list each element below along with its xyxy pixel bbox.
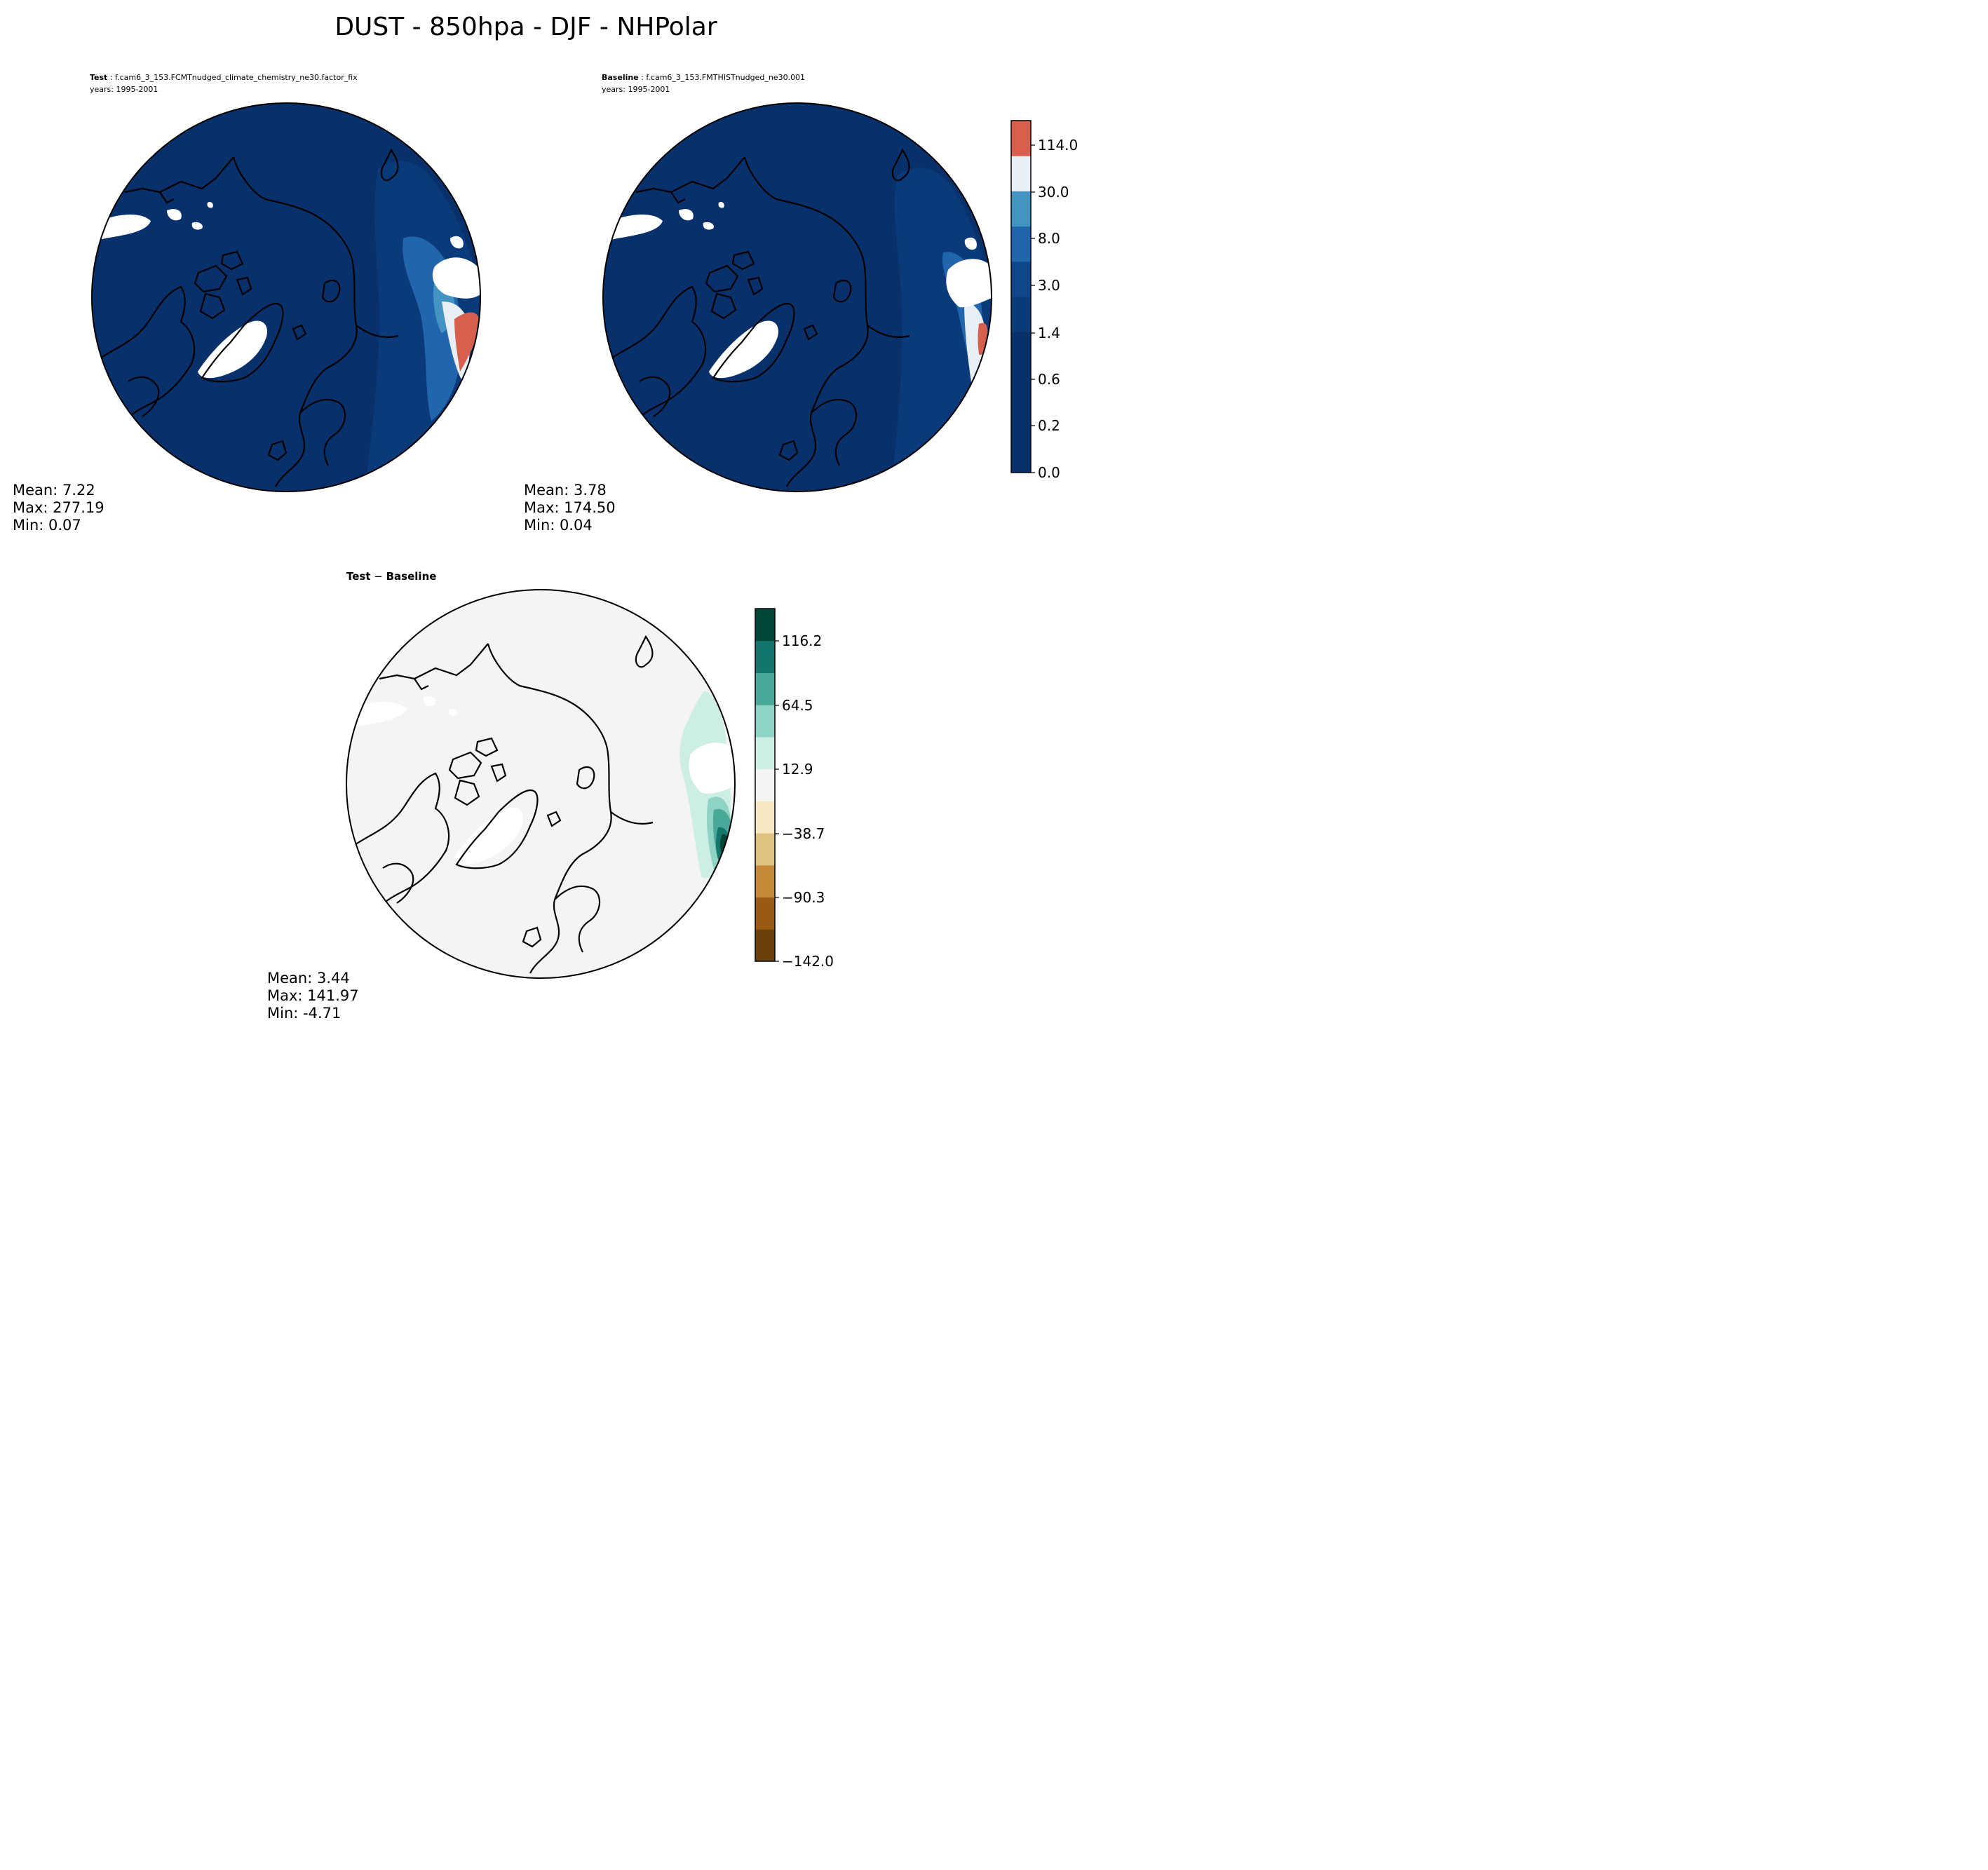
main-colorbar-tick-label: 1.4 <box>1038 325 1060 341</box>
diff-colorbar-swatch-8 <box>755 672 775 705</box>
main-colorbar-tick-label: 8.0 <box>1038 230 1060 247</box>
baseline-missing-greenland <box>709 320 778 379</box>
diff-colorbar-tick-label: 64.5 <box>782 697 813 714</box>
test-missing-spot-3 <box>207 201 213 208</box>
baseline-missing-tibet <box>946 259 992 308</box>
diff-label-test: Test <box>346 570 371 583</box>
test-stat-mean: Mean: 7.22 <box>13 482 95 499</box>
baseline-missing-spot-2 <box>703 222 714 230</box>
diff-colorbar-swatch-10 <box>755 609 775 642</box>
test-map <box>92 103 480 492</box>
baseline-map <box>603 103 992 492</box>
main-colorbar-tick-label: 0.2 <box>1038 417 1060 434</box>
baseline-contour-band-114 <box>978 323 988 355</box>
diff-missing-greenland <box>454 807 523 865</box>
main-colorbar-tick-label: 0.6 <box>1038 371 1060 388</box>
main-colorbar-frame <box>1010 120 1032 473</box>
diff-stat-max: Max: 141.97 <box>267 987 359 1004</box>
baseline-missing-spot-3 <box>718 201 724 208</box>
baseline-case-name: : f.cam6_3_153.FMTHISTnudged_ne30.001 <box>639 73 805 82</box>
diff-colorbar-tick-label: −90.3 <box>782 889 825 906</box>
diff-colorbar-swatch-0 <box>755 929 775 962</box>
main-colorbar: 0.0 0.2 0.6 1.4 3.0 8.0 30.0 114.0 <box>1010 120 1078 481</box>
main-colorbar-swatch-0 <box>1011 437 1031 473</box>
baseline-stat-min: Min: 0.04 <box>524 517 593 534</box>
diff-colorbar-tick-label: 12.9 <box>782 761 813 778</box>
main-colorbar-swatch-2 <box>1011 367 1031 403</box>
diff-colorbar-frame <box>755 608 776 962</box>
baseline-map-border <box>602 102 992 492</box>
diff-colorbar-swatch-3 <box>755 833 775 866</box>
baseline-years: years: 1995-2001 <box>602 85 670 94</box>
diff-missing-spot-1 <box>423 696 435 706</box>
main-colorbar-swatch-9 <box>1011 121 1031 156</box>
test-case-name: : f.cam6_3_153.FCMTnudged_climate_chemis… <box>107 73 358 82</box>
diff-colorbar-swatch-7 <box>755 705 775 738</box>
baseline-missing-spot-1 <box>679 209 694 221</box>
diff-colorbar-swatch-4 <box>755 801 775 834</box>
diff-stat-mean: Mean: 3.44 <box>267 970 350 987</box>
main-colorbar-tick-label: 114.0 <box>1038 137 1078 154</box>
test-panel: Test : f.cam6_3_153.FCMTnudged_climate_c… <box>13 73 481 534</box>
main-colorbar-swatch-8 <box>1011 156 1031 191</box>
main-colorbar-swatch-6 <box>1011 226 1031 262</box>
diff-colorbar-swatch-5 <box>755 768 775 801</box>
diff-map-background <box>346 590 735 978</box>
baseline-panel: Baseline : f.cam6_3_153.FMTHISTnudged_ne… <box>524 73 992 534</box>
test-missing-tibet <box>432 257 480 299</box>
baseline-stat-mean: Mean: 3.78 <box>524 482 607 499</box>
figure: DUST - 850hpa - DJF - NHPolar Test : f.c… <box>13 13 1078 1022</box>
diff-colorbar-swatch-2 <box>755 865 775 898</box>
diff-label-minus: − <box>371 570 386 583</box>
figure-title: DUST - 850hpa - DJF - NHPolar <box>334 13 717 41</box>
diff-colorbar-swatch-6 <box>755 736 775 770</box>
test-stat-min: Min: 0.07 <box>13 517 81 534</box>
diff-stat-min: Min: -4.71 <box>267 1005 341 1022</box>
test-stat-max: Max: 277.19 <box>13 499 104 516</box>
baseline-panel-header: Baseline : f.cam6_3_153.FMTHISTnudged_ne… <box>602 73 805 82</box>
diff-colorbar-tick-label: −142.0 <box>782 953 834 970</box>
diff-map <box>346 590 735 978</box>
test-missing-spot-2 <box>191 222 203 230</box>
diff-label-baseline: Baseline <box>386 570 437 583</box>
main-colorbar-swatch-3 <box>1011 332 1031 367</box>
test-missing-spot-1 <box>167 209 182 221</box>
diff-colorbar-swatch-9 <box>755 640 775 673</box>
test-map-border <box>91 102 481 492</box>
test-years: years: 1995-2001 <box>90 85 158 94</box>
baseline-stat-max: Max: 174.50 <box>524 499 616 516</box>
test-contour-band-114 <box>454 312 480 372</box>
test-missing-greenland <box>198 320 267 379</box>
test-missing-tibet-spot <box>450 236 464 249</box>
diff-panel: Test − Baseline Mean: 3.44 Max: 141.97 M… <box>267 570 736 1022</box>
diff-colorbar-tick-label: 116.2 <box>782 632 822 649</box>
diff-colorbar-tick-label: −38.7 <box>782 825 825 842</box>
main-colorbar-swatch-5 <box>1011 261 1031 297</box>
main-colorbar-swatch-7 <box>1011 191 1031 227</box>
diff-map-border <box>346 589 736 979</box>
diff-missing-tibet <box>689 743 735 794</box>
baseline-label: Baseline <box>602 73 639 82</box>
main-colorbar-tick-label: 30.0 <box>1038 184 1069 201</box>
test-panel-header: Test : f.cam6_3_153.FCMTnudged_climate_c… <box>90 73 358 82</box>
main-colorbar-tick-label: 0.0 <box>1038 464 1060 481</box>
test-label: Test <box>90 73 107 82</box>
diff-colorbar-swatch-1 <box>755 897 775 930</box>
baseline-missing-tibet-spot <box>964 237 977 250</box>
main-colorbar-swatch-4 <box>1011 297 1031 332</box>
main-colorbar-swatch-1 <box>1011 402 1031 438</box>
diff-missing-spot-2 <box>448 709 458 717</box>
diff-panel-header: Test − Baseline <box>346 570 436 583</box>
diff-colorbar: −142.0 −90.3 −38.7 12.9 64.5 116.2 <box>755 608 834 970</box>
main-colorbar-tick-label: 3.0 <box>1038 277 1060 294</box>
